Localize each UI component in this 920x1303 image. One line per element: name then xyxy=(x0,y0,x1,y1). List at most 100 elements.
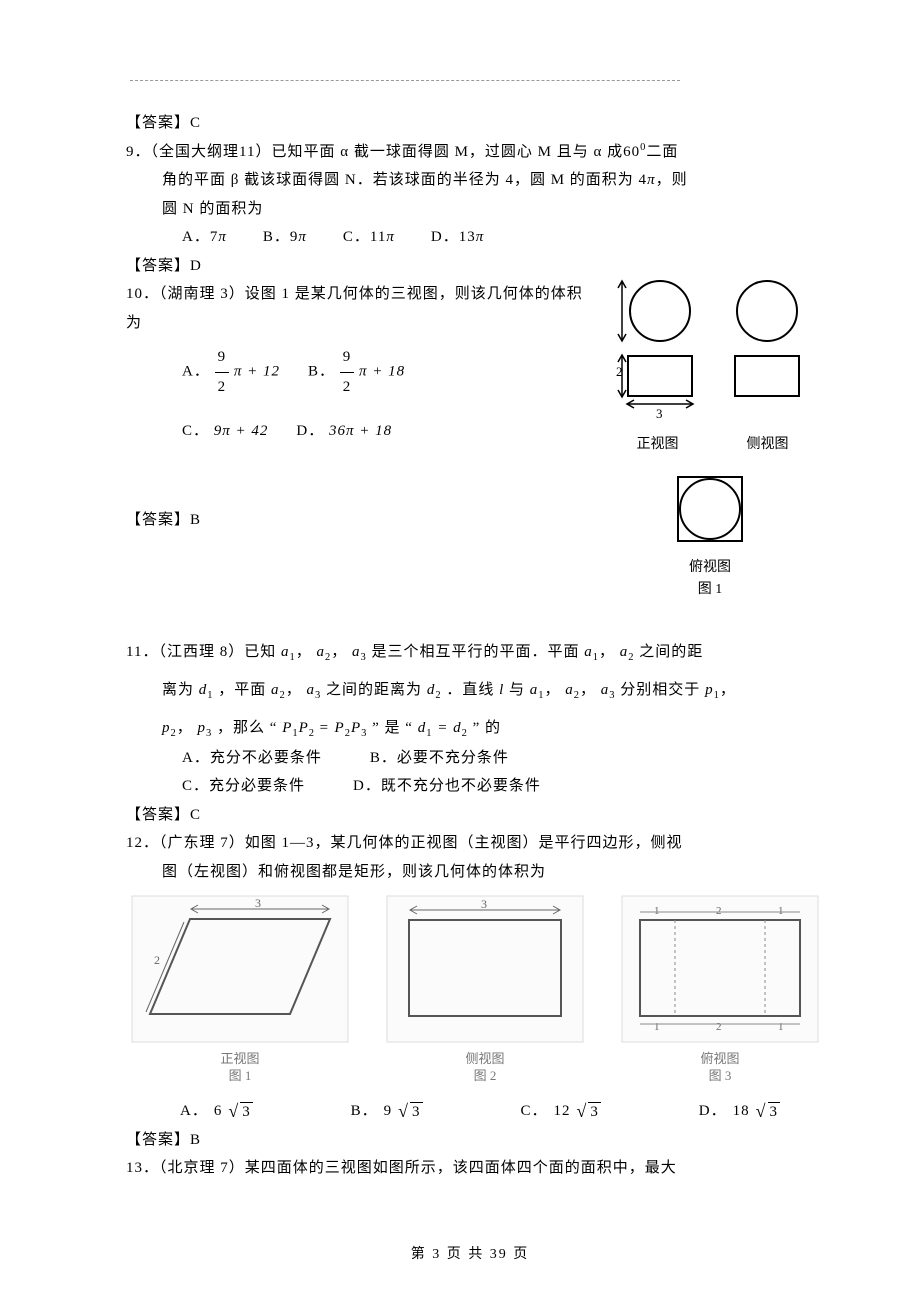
q12-fig1: 3 2 正视图图 1 xyxy=(130,894,350,1085)
q10-options-row2: C． 9π + 42 D． 36π + 18 xyxy=(120,417,590,446)
var-a3b: a3 xyxy=(307,682,322,698)
q8-answer: 【答案】C xyxy=(120,109,820,138)
fig-number-label: 图 1 xyxy=(668,578,753,598)
svg-text:1: 1 xyxy=(778,905,784,917)
var-p3: p3 xyxy=(198,720,213,736)
r: 3 xyxy=(240,1102,253,1121)
var-a1c: a1 xyxy=(530,682,545,698)
q13-number: 13． xyxy=(126,1160,159,1176)
l: A． xyxy=(180,1097,208,1126)
q11-l3c: ” 的 xyxy=(473,720,501,736)
q11-l2e: 与 xyxy=(509,682,525,698)
v: 18 xyxy=(733,1097,750,1126)
q12-opt-b: B．9√3 xyxy=(351,1097,423,1126)
v: d xyxy=(418,720,427,736)
l: D． xyxy=(699,1097,727,1126)
svg-text:3: 3 xyxy=(255,896,261,910)
q10-opt-c: C． 9π + 42 xyxy=(182,417,268,446)
side-view-label: 侧视图 xyxy=(725,433,810,453)
pi-icon: π xyxy=(647,172,656,188)
var-a2: a2 xyxy=(317,644,332,660)
v: a xyxy=(307,682,316,698)
q10-opt-d: D． 36π + 18 xyxy=(296,417,392,446)
svg-text:1: 1 xyxy=(654,1021,660,1033)
q10-opt-a: A． 92 π + 12 xyxy=(182,343,280,401)
q12-fig3-svg: 1 2 1 1 2 1 xyxy=(620,894,820,1044)
q9-angle-val: 60 xyxy=(623,144,640,160)
q11-l3b: ” 是 “ xyxy=(372,720,413,736)
v: P xyxy=(351,720,361,736)
var-l: l xyxy=(499,682,504,698)
q11-line1: 11．（江西理 8）已知 a1， a2， a3 是三个相互平行的平面．平面 a1… xyxy=(120,638,820,668)
v: P xyxy=(335,720,345,736)
v: p xyxy=(162,720,171,736)
q9-angle: 600 xyxy=(623,144,646,160)
q12-fig3-cap2: 图 3 xyxy=(709,1068,732,1083)
q10-opt-b: B． 92 π + 18 xyxy=(308,343,405,401)
svg-text:1: 1 xyxy=(778,1021,784,1033)
svg-text:2: 2 xyxy=(716,905,722,917)
q9-source: （全国大纲理11） xyxy=(151,144,272,160)
pi-icon: π xyxy=(476,229,485,245)
q10-options-row1: A． 92 π + 12 B． 92 π + 18 xyxy=(120,343,590,401)
pi-icon: π xyxy=(386,229,395,245)
q10-fig-row1: 2 3 正视图 xyxy=(600,276,820,453)
q12-fig2-cap1: 侧视图 xyxy=(465,1051,504,1066)
q12-fig3: 1 2 1 1 2 1 俯视图图 3 xyxy=(620,894,820,1085)
q9-stem-tail1: 二面 xyxy=(646,144,678,160)
q12-stem1: 如图 1—3，某几何体的正视图（主视图）是平行四边形，侧视 xyxy=(245,835,683,851)
var-p1: p1 xyxy=(705,682,720,698)
r: 3 xyxy=(410,1102,423,1121)
q11-l1b: 是三个相互平行的平面．平面 xyxy=(372,644,580,660)
var-a2c: a2 xyxy=(271,682,286,698)
q10-d-val: 36π + 18 xyxy=(329,423,392,439)
var-p2: p2 xyxy=(162,720,177,736)
q12-opt-c: C．12√3 xyxy=(520,1097,600,1126)
q10-fig-row2: 俯视图 图 1 xyxy=(600,471,820,598)
q11-l2c: 之间的距离为 xyxy=(326,682,422,698)
q12-answer: 【答案】B xyxy=(120,1126,820,1155)
q10-c-val: 9π + 42 xyxy=(214,423,269,439)
q10-a-tail: π + 12 xyxy=(234,363,280,379)
q11-options-row2: C．充分必要条件 D．既不充分也不必要条件 xyxy=(120,772,820,801)
q11-l3a: ，那么 “ xyxy=(217,720,277,736)
top-view-svg xyxy=(668,471,753,549)
q11-number: 11． xyxy=(126,644,158,660)
q13-line1: 13．（北京理 7）某四面体的三视图如图所示，该四面体四个面的面积中，最大 xyxy=(120,1154,820,1183)
q9-stem-part2: 角的平面 β 截该球面得圆 N．若该球面的半径为 4，圆 M 的面积为 4 xyxy=(162,172,647,188)
q9-opt-c: C．11π xyxy=(343,223,395,252)
header-dashline xyxy=(130,80,680,81)
q9-opt-a: A．7π xyxy=(182,223,227,252)
q11-options-row1: A．充分不必要条件 B．必要不充分条件 xyxy=(120,744,820,773)
var-a2d: a2 xyxy=(565,682,580,698)
q11-l1c: 之间的距 xyxy=(639,644,703,660)
q12-fig1-svg: 3 2 xyxy=(130,894,350,1044)
q10-front-view: 2 3 正视图 xyxy=(610,276,705,453)
v: 6 xyxy=(214,1097,223,1126)
q12-fig1-cap2: 图 1 xyxy=(229,1068,252,1083)
v: P xyxy=(299,720,309,736)
v: d xyxy=(453,720,462,736)
q11-source: （江西理 8） xyxy=(158,644,244,660)
q10-source: （湖南理 3） xyxy=(159,286,245,302)
q10-top-view: 俯视图 图 1 xyxy=(668,471,753,598)
q9-opt-d-val: 13 xyxy=(459,229,476,245)
q9-stem-part1: 已知平面 α 截一球面得圆 M，过圆心 M 且与 α 成 xyxy=(271,144,623,160)
q9-stem-tail2: ，则 xyxy=(656,172,688,188)
q12-line2: 图（左视图）和俯视图都是矩形，则该几何体的体积为 xyxy=(120,858,820,887)
v: a xyxy=(565,682,574,698)
q11-l2f: 分别相交于 xyxy=(620,682,700,698)
q11-l1a: 已知 xyxy=(244,644,276,660)
q12-source: （广东理 7） xyxy=(159,835,245,851)
side-view-svg xyxy=(725,276,810,426)
v: p xyxy=(198,720,207,736)
v: a xyxy=(271,682,280,698)
q13-stem: 某四面体的三视图如图所示，该四面体四个面的面积中，最大 xyxy=(245,1160,677,1176)
v: a xyxy=(584,644,593,660)
q12-fig2-cap2: 图 2 xyxy=(474,1068,497,1083)
q12-figures: 3 2 正视图图 1 3 侧视图图 2 xyxy=(130,894,820,1085)
q9-opt-c-val: 11 xyxy=(370,229,386,245)
var-a1b: a1 xyxy=(584,644,599,660)
q11-opt-a: A．充分不必要条件 xyxy=(182,744,322,773)
cond-pp: P1P2 = P2P3 xyxy=(282,720,372,736)
